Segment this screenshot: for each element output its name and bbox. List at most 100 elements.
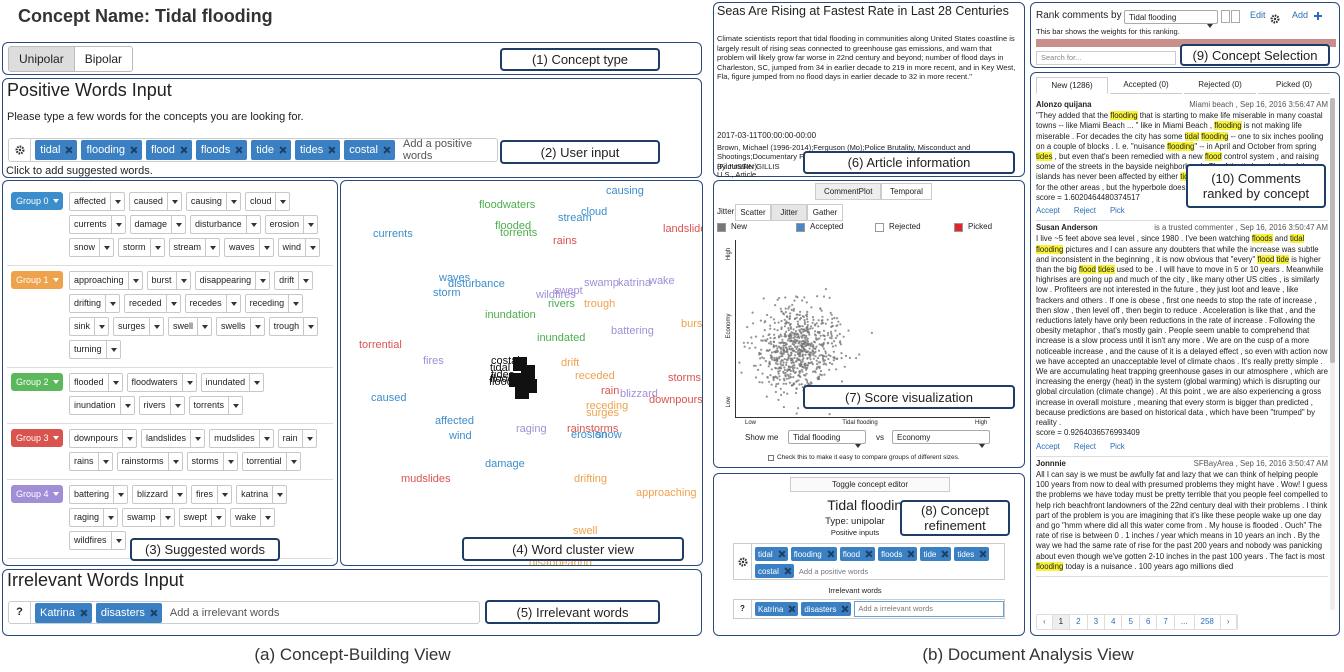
comment-point[interactable] [782,344,785,347]
comment-point[interactable] [771,358,774,361]
word-menu[interactable] [255,272,269,289]
comment-point[interactable] [782,382,785,385]
comment-point[interactable] [797,358,800,361]
comment-point[interactable] [789,327,793,330]
mini-button[interactable] [1231,10,1240,23]
comment-point[interactable] [799,352,802,355]
comment-point[interactable] [782,391,786,394]
comment-point[interactable] [784,322,787,325]
comment-point[interactable] [836,324,839,327]
comment-point[interactable] [814,355,817,358]
comment-point[interactable] [823,359,826,362]
viz-tab[interactable]: CommentPlot [815,183,882,200]
suggested-word[interactable]: swell [168,317,213,336]
cluster-word[interactable]: stream [558,212,592,224]
comment-point[interactable] [814,330,817,333]
cluster-word[interactable]: battering [611,325,654,337]
comment-point[interactable] [830,325,833,328]
comment-point[interactable] [811,349,814,352]
comment-point[interactable] [788,368,792,371]
comment-point[interactable] [795,346,799,349]
tag-chip[interactable]: flooding [81,140,143,160]
comment-point[interactable] [798,370,801,373]
comment-point[interactable] [774,366,777,369]
cluster-word[interactable]: downpours [649,394,703,406]
page-link[interactable]: 258 [1195,615,1221,629]
tag-chip[interactable]: tides [295,140,341,160]
comment-point[interactable] [743,345,746,348]
comment-point[interactable] [824,288,827,291]
comment-point[interactable] [804,338,807,341]
suggested-word[interactable]: landslides [141,429,206,448]
comment-point[interactable] [789,376,792,379]
comment-point[interactable] [778,357,781,360]
input-placeholder[interactable]: Add a positive words [403,138,473,162]
comment-point[interactable] [830,332,833,336]
cluster-word[interactable]: disappearing [529,557,592,566]
comment-point[interactable] [807,344,810,347]
comment-point[interactable] [840,357,843,360]
comment-point[interactable] [787,365,790,368]
comment-point[interactable] [768,360,771,363]
comment-point[interactable] [787,337,791,340]
comment-point[interactable] [801,365,805,369]
page-link[interactable]: 6 [1140,615,1158,629]
comment-point[interactable] [804,353,807,356]
comment-point[interactable] [821,357,824,360]
comment-point[interactable] [832,359,835,362]
comment-point[interactable] [805,372,808,375]
comment-point[interactable] [754,364,757,367]
comment-point[interactable] [839,343,842,346]
comment-point[interactable] [785,377,788,380]
word-menu[interactable] [175,272,190,289]
comment-point[interactable] [820,374,823,377]
comment-point[interactable] [793,335,797,338]
comment-point[interactable] [791,349,794,352]
comment-point[interactable] [819,334,822,337]
rank-select[interactable]: Tidal flooding [1124,10,1218,28]
comment-point[interactable] [788,315,792,318]
comment-point[interactable] [803,322,806,326]
comment-point[interactable] [769,374,772,377]
comment-point[interactable] [782,364,785,367]
comment-point[interactable] [824,350,827,353]
suggested-word[interactable]: fires [191,485,233,504]
comment-point[interactable] [788,381,792,384]
comment-point[interactable] [790,308,793,311]
comment-point[interactable] [800,342,803,345]
comment-point[interactable] [782,377,785,380]
comment-point[interactable] [788,305,791,308]
word-menu[interactable] [303,318,317,335]
comment-point[interactable] [830,342,833,345]
comment-point[interactable] [796,320,799,323]
comment-point[interactable] [776,329,779,332]
comment-point[interactable] [769,324,772,327]
comment-point[interactable] [777,321,780,324]
tag-chip[interactable]: flood [146,140,192,160]
comment-point[interactable] [815,337,818,340]
word-menu[interactable] [285,453,300,470]
suggested-word[interactable]: recedes [184,294,241,313]
comment-point[interactable] [801,299,804,302]
comment-point[interactable] [762,357,766,360]
cluster-word[interactable]: damage [485,458,525,470]
comment-point[interactable] [800,335,803,338]
cluster-word[interactable]: torrents [500,227,538,239]
word-menu[interactable] [105,295,119,312]
comment-point[interactable] [821,315,824,318]
suggested-word[interactable]: cloud [244,192,291,211]
comment-point[interactable] [821,319,824,322]
word-menu[interactable] [107,374,122,391]
suggested-word[interactable]: rivers [138,396,185,415]
comment-point[interactable] [798,313,801,317]
suggested-word[interactable]: currents [69,215,126,234]
comment-point[interactable] [824,322,827,325]
comment-point[interactable] [802,346,805,349]
comment-point[interactable] [801,360,804,363]
comment-point[interactable] [773,328,776,331]
cluster-word[interactable]: burst [681,318,703,330]
comment-point[interactable] [822,329,826,332]
comment-point[interactable] [801,358,804,361]
cluster-word[interactable]: snow [596,429,622,441]
comment-point[interactable] [776,363,779,366]
